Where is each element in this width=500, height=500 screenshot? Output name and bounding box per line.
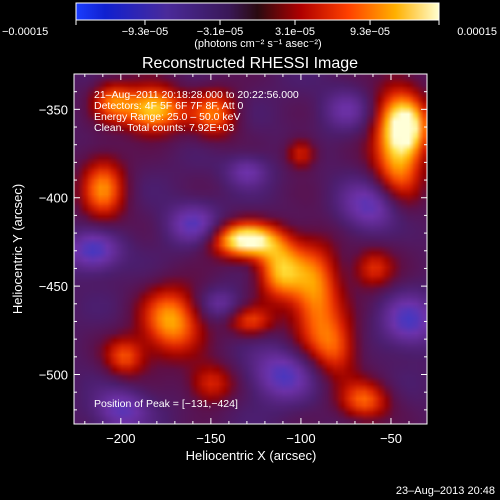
colorbar-ticks: [75, 20, 440, 25]
colorbar-tick-label: 0.00015: [457, 26, 497, 38]
y-axis-tick-labels: −350 −400 −450 −500: [39, 102, 68, 382]
y-tick-label: −400: [39, 191, 68, 206]
x-tick-label: −100: [286, 431, 315, 446]
heatmap-image: [74, 74, 427, 424]
y-tick-label: −500: [39, 368, 68, 383]
chart-title: Reconstructed RHESSI Image: [142, 55, 358, 72]
peak-position-label: Position of Peak = [−131,−424]: [94, 398, 238, 410]
annotation-time-range: 21–Aug–2011 20:18:28.000 to 20:22:56.000: [94, 89, 299, 101]
annotation-block: 21–Aug–2011 20:18:28.000 to 20:22:56.000…: [94, 89, 299, 134]
y-tick-label: −450: [39, 279, 68, 294]
y-axis-label: Heliocentric Y (arcsec): [10, 184, 25, 314]
colorbar-tick-label: −9.3e−05: [122, 26, 169, 38]
x-axis-tick-labels: −200 −150 −100 −50: [106, 431, 402, 446]
annotation-detectors: Detectors: 4F 5F 6F 7F 8F, Att 0: [94, 100, 244, 112]
colorbar-units-label: (photons cm⁻² s⁻¹ asec⁻²): [194, 38, 321, 50]
x-tick-label: −200: [106, 431, 135, 446]
y-tick-label: −350: [39, 102, 68, 117]
colorbar: [75, 2, 440, 21]
colorbar-tick-label: −0.00015: [2, 26, 48, 38]
plot-frame: [73, 73, 428, 425]
annotation-total-counts: Clean. Total counts: 7.92E+03: [94, 122, 234, 134]
x-tick-label: −150: [196, 431, 225, 446]
x-axis-ticks: [84, 74, 428, 424]
colorbar-tick-label: −3.1e−05: [197, 26, 244, 38]
y-axis-ticks: [74, 91, 427, 411]
colorbar-tick-label: 3.1e−05: [275, 26, 315, 38]
generation-timestamp: 23–Aug–2013 20:48: [396, 485, 495, 497]
x-tick-label: −50: [380, 431, 402, 446]
colorbar-tick-label: 9.3e−05: [350, 26, 390, 38]
x-axis-label: Heliocentric X (arcsec): [186, 448, 317, 463]
annotation-energy-range: Energy Range: 25.0 – 50.0 keV: [94, 111, 241, 123]
colorbar-tick-labels: −0.00015 −9.3e−05 −3.1e−05 3.1e−05 9.3e−05 0.…: [2, 26, 497, 38]
